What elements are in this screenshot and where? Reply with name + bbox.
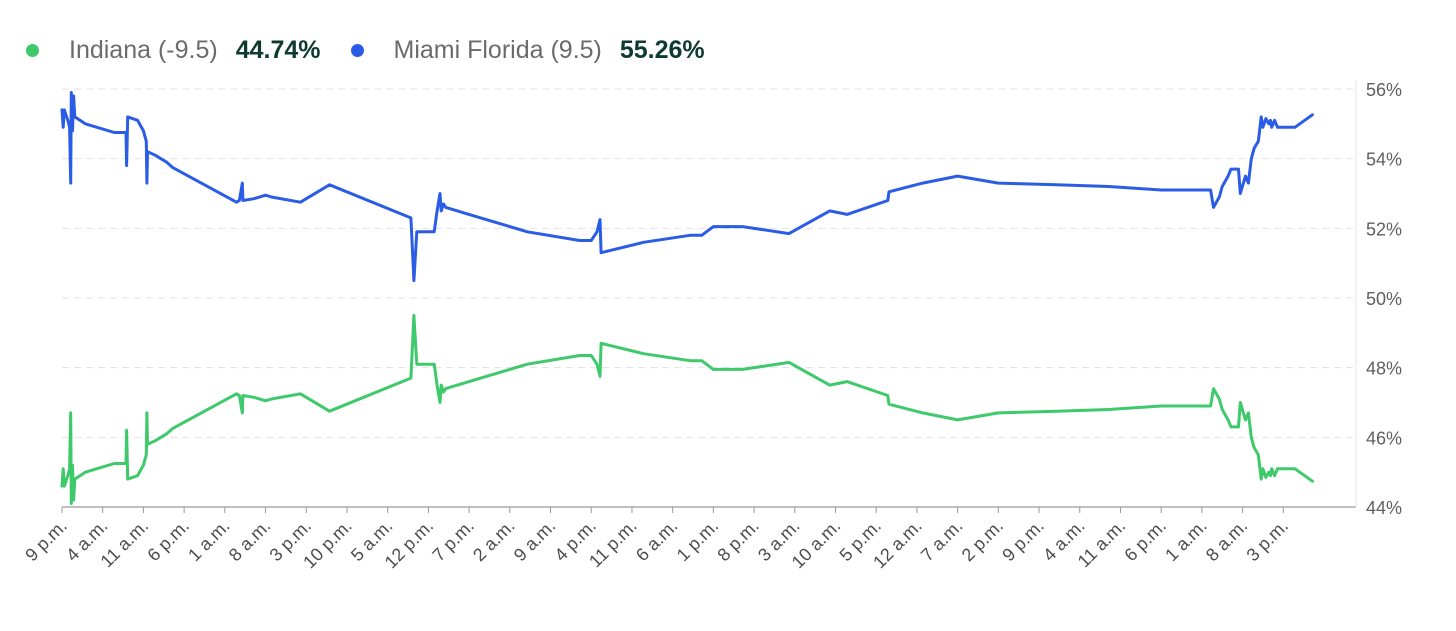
indiana-series-label: Indiana (-9.5) — [69, 35, 218, 64]
x-tick-label: 6 a.m. — [632, 516, 682, 566]
miami-florida-series-value: 55.26% — [619, 35, 705, 64]
y-axis-tick-labels: 44% 46% 48% 50% 52% 54% 56% — [1366, 80, 1402, 518]
x-tick-label: 9 p.m. — [21, 516, 71, 566]
x-tick-label: 7 a.m. — [917, 516, 967, 566]
x-tick-label: 8 a.m. — [225, 516, 275, 566]
miami-florida-series-dot-icon — [350, 43, 364, 57]
indiana-series-dot-icon — [26, 43, 39, 57]
x-tick-label: 1 p.m. — [673, 516, 723, 566]
x-tick-label: 1 a.m. — [184, 516, 234, 566]
y-tick-label: 56% — [1366, 80, 1402, 100]
x-tick-label: 6 p.m. — [1120, 516, 1170, 566]
x-tick-label: 8 a.m. — [1202, 516, 1252, 566]
x-tick-label: 6 p.m. — [143, 516, 193, 566]
x-axis-tick-labels: 9 p.m.4 a.m.11 a.m.6 p.m.1 a.m.8 a.m.3 p… — [21, 516, 1292, 573]
miami-florida-series-label: Miami Florida (9.5) — [393, 35, 602, 64]
legend-entry-indiana[interactable]: Indiana (-9.5) 44.74% — [26, 36, 321, 65]
indiana-line[interactable] — [60, 313, 1314, 505]
y-tick-label: 52% — [1366, 219, 1402, 239]
x-tick-label: 2 p.m. — [958, 516, 1008, 566]
x-tick-label: 9 p.m. — [998, 516, 1048, 566]
series-lines — [60, 91, 1314, 505]
axes — [61, 80, 1357, 513]
x-tick-label: 3 p.m. — [1243, 516, 1293, 566]
x-tick-label: 9 a.m. — [510, 516, 560, 566]
gridlines — [62, 88, 1356, 438]
y-tick-label: 48% — [1366, 359, 1402, 379]
indiana-series-value: 44.74% — [235, 35, 321, 64]
x-tick-label: 8 p.m. — [713, 516, 763, 566]
y-tick-label: 54% — [1366, 150, 1402, 170]
legend-entry-miami-florida[interactable]: Miami Florida (9.5) 55.26% — [350, 35, 705, 65]
y-tick-label: 50% — [1366, 289, 1402, 309]
chart-legend: Indiana (-9.5) 44.74% Miami Florida (9.5… — [26, 30, 735, 70]
x-tick-label: 1 a.m. — [1161, 516, 1211, 566]
y-tick-label: 44% — [1366, 498, 1402, 518]
y-tick-label: 46% — [1366, 428, 1402, 448]
miami-florida-line[interactable] — [60, 91, 1314, 283]
x-tick-label: 2 a.m. — [469, 516, 519, 566]
x-tick-label: 7 p.m. — [428, 516, 478, 566]
